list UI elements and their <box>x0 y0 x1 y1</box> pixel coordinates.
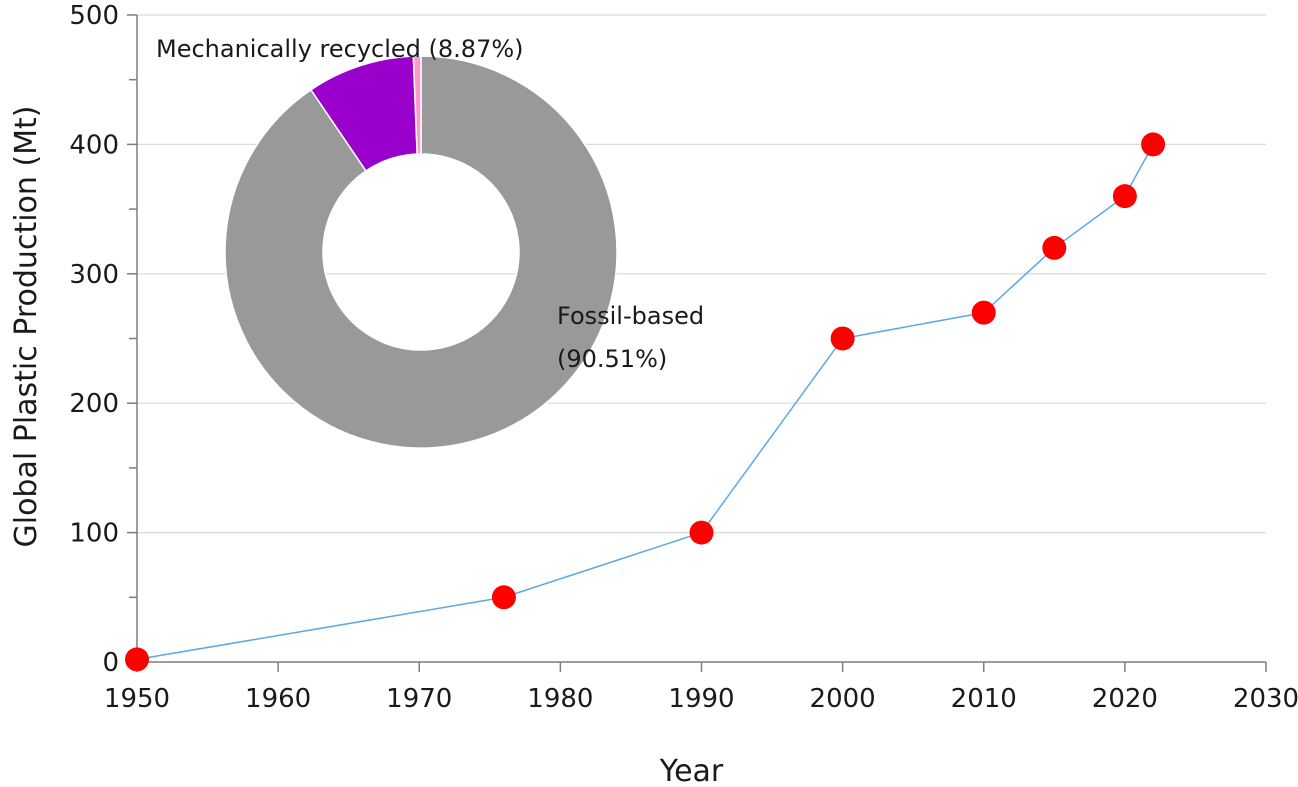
x-tick-label: 1960 <box>245 684 311 714</box>
x-tick-label: 1970 <box>386 684 452 714</box>
donut-label-fossil: Fossil-based <box>557 302 704 330</box>
donut-slice <box>224 55 618 449</box>
donut-value-fossil: (90.51%) <box>557 345 667 373</box>
y-tick-label: 300 <box>69 260 119 290</box>
x-axis-title: Year <box>659 754 724 787</box>
y-axis-title: Global Plastic Production (Mt) <box>9 105 44 547</box>
y-tick-label: 500 <box>69 1 119 31</box>
x-tick-label: 1980 <box>527 684 593 714</box>
data-point <box>830 326 855 351</box>
x-tick-label: 1990 <box>668 684 734 714</box>
data-point <box>689 520 714 545</box>
data-point <box>971 300 996 325</box>
data-point <box>491 585 516 610</box>
x-tick-label: 2000 <box>810 684 876 714</box>
donut-label-recycled: Mechanically recycled (8.87%) <box>156 35 524 63</box>
donut-slice <box>412 55 422 155</box>
x-tick-label: 2020 <box>1092 684 1158 714</box>
y-tick-label: 100 <box>69 519 119 549</box>
series-line <box>136 144 1154 661</box>
x-tick-label: 2010 <box>951 684 1017 714</box>
series-line-path <box>136 144 1154 661</box>
data-point <box>1042 235 1067 260</box>
series-markers <box>125 132 1166 672</box>
x-tick-label: 1950 <box>104 684 170 714</box>
x-tick-label: 2030 <box>1233 684 1298 714</box>
y-tick-label: 200 <box>69 389 119 419</box>
labels: 0 100 200 300 400 500 1950 1960 1970 1980 1990 2000… <box>9 1 1298 787</box>
donut-inset <box>224 55 618 449</box>
data-point <box>1112 184 1137 209</box>
data-point <box>1141 132 1166 157</box>
data-point <box>125 647 149 672</box>
y-tick-label: 400 <box>69 130 119 160</box>
y-tick-label: 0 <box>102 648 119 678</box>
